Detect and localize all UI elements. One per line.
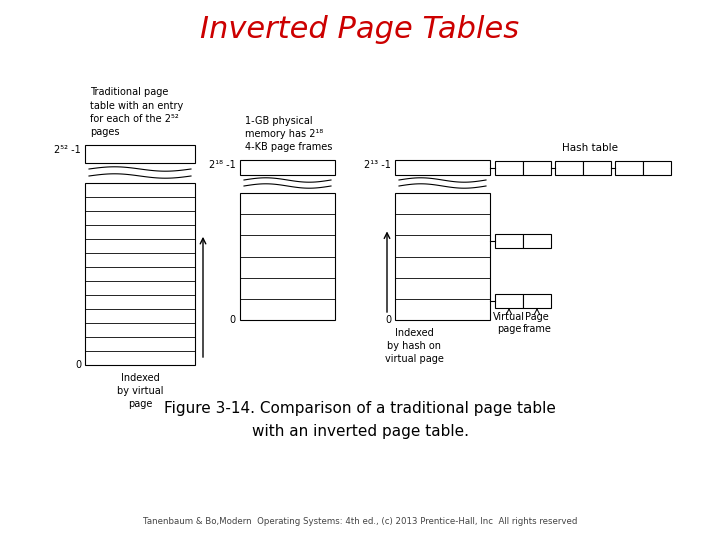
Text: 2¹³ -1: 2¹³ -1 (364, 160, 391, 170)
Bar (495, 234, 523, 248)
Text: Indexed
by virtual
page: Indexed by virtual page (117, 373, 163, 409)
Bar (583, 160, 611, 174)
Text: Indexed
by hash on
virtual page: Indexed by hash on virtual page (384, 328, 444, 364)
Text: Virtual
page: Virtual page (493, 312, 525, 334)
Text: 0: 0 (75, 360, 81, 370)
Text: 0: 0 (385, 315, 391, 325)
Bar (523, 234, 551, 248)
Text: Traditional page
table with an entry
for each of the 2⁵²
pages: Traditional page table with an entry for… (90, 87, 184, 137)
Bar (495, 160, 523, 174)
Text: Tanenbaum & Bo,Modern  Operating Systems: 4th ed., (c) 2013 Prentice-Hall, Inc  : Tanenbaum & Bo,Modern Operating Systems:… (143, 517, 577, 526)
Bar (523, 160, 551, 174)
Text: 2¹⁸ -1: 2¹⁸ -1 (210, 160, 236, 170)
Text: Hash table: Hash table (562, 143, 618, 153)
Bar (395, 160, 490, 175)
Bar (240, 193, 335, 320)
Text: 0: 0 (230, 315, 236, 325)
Bar (395, 193, 490, 320)
Text: 2⁵² -1: 2⁵² -1 (54, 145, 81, 155)
Bar (523, 294, 551, 308)
Bar (495, 294, 523, 308)
Bar (85, 145, 195, 163)
Text: Figure 3-14. Comparison of a traditional page table
with an inverted page table.: Figure 3-14. Comparison of a traditional… (164, 401, 556, 438)
Text: Inverted Page Tables: Inverted Page Tables (200, 16, 520, 44)
Bar (240, 160, 335, 175)
Bar (85, 183, 195, 365)
Text: 1-GB physical
memory has 2¹⁸
4-KB page frames: 1-GB physical memory has 2¹⁸ 4-KB page f… (245, 116, 333, 152)
Text: Page
frame: Page frame (523, 312, 552, 334)
Bar (643, 160, 671, 174)
Bar (615, 160, 643, 174)
Bar (555, 160, 583, 174)
